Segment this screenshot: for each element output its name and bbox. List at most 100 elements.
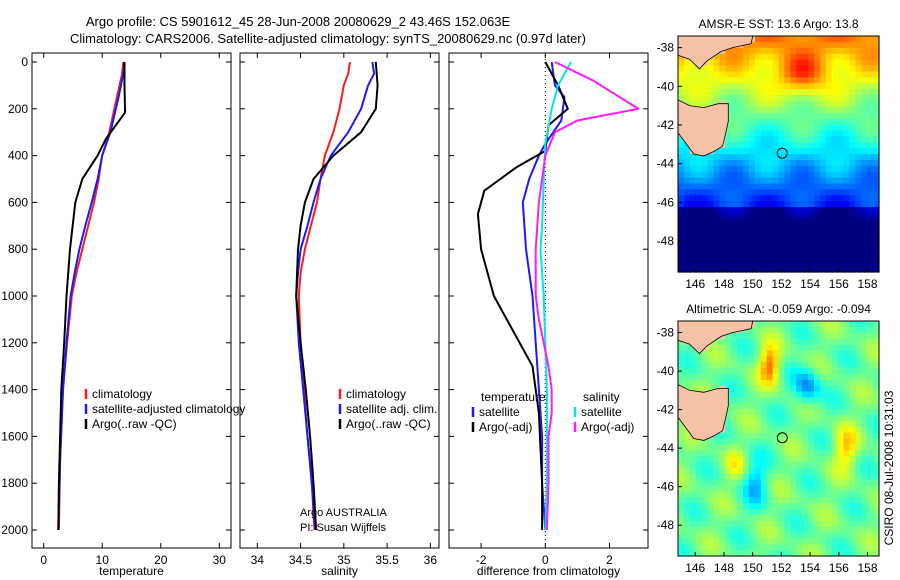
field-cell [814, 230, 821, 238]
field-cell [784, 177, 791, 185]
field-cell [725, 59, 732, 67]
field-cell [790, 154, 797, 161]
field-cell [701, 385, 709, 393]
field-cell [843, 373, 850, 381]
field-cell [707, 236, 715, 244]
field-cell [819, 100, 827, 108]
field-cell [772, 514, 780, 522]
field-cell [778, 503, 785, 510]
field-cell [707, 248, 715, 255]
field-cell [808, 95, 815, 102]
field-cell [855, 71, 862, 78]
field-cell [837, 373, 845, 381]
field-cell [867, 332, 874, 340]
field-cell [778, 254, 785, 261]
field-cell [743, 124, 750, 131]
field-cell [760, 189, 768, 196]
field-cell [837, 338, 845, 346]
field-cell [790, 438, 797, 445]
field-cell [737, 456, 744, 463]
field-cell [766, 118, 774, 126]
field-cell [695, 373, 703, 381]
field-cell [837, 538, 845, 545]
field-cell [754, 338, 762, 346]
field-cell [831, 350, 839, 357]
field-cell [743, 100, 750, 108]
field-cell [707, 550, 715, 557]
field-cell [814, 397, 821, 404]
field-cell [843, 89, 850, 96]
field-cell [855, 350, 862, 357]
field-cell [772, 53, 780, 61]
field-cell [873, 218, 880, 226]
field-cell [837, 356, 845, 363]
field-cell [855, 183, 862, 190]
field-cell [701, 514, 709, 522]
field-cell [784, 112, 791, 120]
field-cell [861, 242, 868, 249]
field-cell [873, 159, 880, 167]
field-cell [678, 456, 685, 463]
field-cell [778, 171, 785, 179]
field-cell [766, 136, 774, 143]
field-cell [683, 183, 691, 190]
field-cell [701, 532, 709, 539]
field-cell [861, 230, 868, 238]
field-cell [760, 456, 768, 463]
field-cell [737, 201, 744, 208]
field-cell [790, 321, 797, 328]
field-cell [873, 112, 880, 120]
field-cell [814, 201, 821, 208]
field-cell [695, 362, 703, 369]
field-cell [790, 509, 797, 516]
field-cell [719, 89, 726, 96]
field-cell [796, 497, 803, 504]
field-cell [748, 100, 756, 108]
field-cell [748, 77, 756, 84]
field-cell [725, 154, 732, 161]
field-cell [849, 338, 856, 346]
field-cell [743, 509, 750, 516]
field-cell [754, 432, 762, 440]
field-cell [831, 177, 839, 185]
field-cell [867, 254, 874, 261]
field-cell [837, 456, 845, 463]
field-cell [701, 538, 709, 545]
field-cell [790, 65, 797, 72]
field-cell [760, 391, 768, 398]
field-cell [802, 415, 809, 422]
field-cell [849, 195, 856, 202]
field-cell [743, 47, 750, 55]
y-tick-label: 1800 [1, 476, 28, 490]
field-cell [802, 195, 809, 202]
field-cell [737, 71, 744, 78]
field-cell [802, 36, 809, 43]
field-cell [748, 224, 756, 232]
field-cell [766, 432, 774, 440]
field-cell [772, 236, 780, 244]
field-cell [766, 538, 774, 545]
field-cell [814, 450, 821, 457]
field-cell [701, 356, 709, 363]
field-cell [861, 254, 868, 261]
field-cell [819, 321, 827, 328]
field-cell [760, 254, 768, 261]
field-cell [790, 218, 797, 226]
field-cell [701, 218, 709, 226]
field-cell [713, 485, 720, 492]
field-cell [831, 213, 839, 220]
field-cell [772, 450, 780, 457]
field-cell [814, 106, 821, 114]
field-cell [766, 344, 774, 351]
field-cell [778, 332, 785, 340]
field-cell [873, 266, 880, 273]
field-cell [790, 118, 797, 126]
field-cell [689, 89, 697, 96]
field-cell [843, 462, 850, 469]
field-cell [760, 550, 768, 557]
field-cell [766, 130, 774, 137]
field-cell [701, 368, 709, 375]
field-cell [796, 438, 803, 445]
field-cell [743, 142, 750, 149]
field-cell [778, 77, 785, 84]
